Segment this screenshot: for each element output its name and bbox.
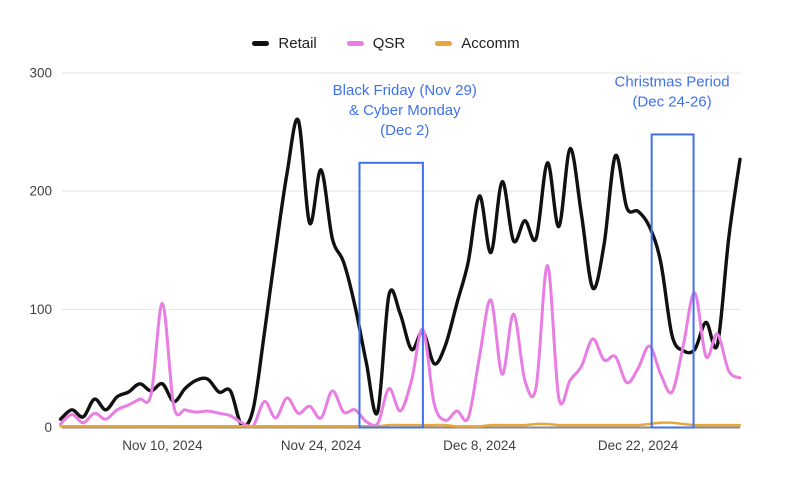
annotation-box-christmas-period bbox=[650, 133, 695, 429]
y-tick-label: 0 bbox=[44, 420, 52, 435]
y-tick-label: 100 bbox=[29, 302, 52, 317]
legend-label: Accomm bbox=[461, 35, 520, 52]
x-tick-label: Dec 8, 2024 bbox=[443, 438, 516, 453]
annotation-label-christmas-period: Christmas Period bbox=[615, 73, 730, 90]
legend-item-qsr[interactable]: QSR bbox=[346, 35, 406, 52]
legend-swatch-accomm bbox=[435, 41, 453, 46]
x-tick-label: Dec 22, 2024 bbox=[598, 438, 679, 453]
qsr-line[interactable] bbox=[59, 264, 742, 429]
legend-swatch-qsr bbox=[346, 41, 364, 46]
annotation-box-black-friday-cyber-monday bbox=[358, 161, 424, 429]
y-tick-label: 200 bbox=[29, 184, 52, 199]
legend-item-accomm[interactable]: Accomm bbox=[435, 35, 520, 52]
annotation-label-christmas-period: (Dec 24-26) bbox=[632, 93, 711, 110]
legend-swatch-retail bbox=[252, 41, 270, 46]
annotation-label-black-friday-cyber-monday: (Dec 2) bbox=[380, 122, 429, 139]
x-tick-label: Nov 24, 2024 bbox=[281, 438, 362, 453]
x-tick-label: Nov 10, 2024 bbox=[122, 438, 203, 453]
accomm-line[interactable] bbox=[59, 421, 742, 428]
chart-legend: Retail QSR Accomm bbox=[0, 36, 772, 51]
y-tick-label: 300 bbox=[29, 66, 52, 81]
retail-line[interactable] bbox=[58, 117, 742, 428]
legend-label: QSR bbox=[372, 35, 406, 52]
legend-label: Retail bbox=[278, 35, 317, 52]
legend-item-retail[interactable]: Retail bbox=[252, 35, 317, 52]
annotation-label-black-friday-cyber-monday: Black Friday (Nov 29) bbox=[333, 82, 477, 99]
annotation-label-black-friday-cyber-monday: & Cyber Monday bbox=[349, 102, 461, 119]
